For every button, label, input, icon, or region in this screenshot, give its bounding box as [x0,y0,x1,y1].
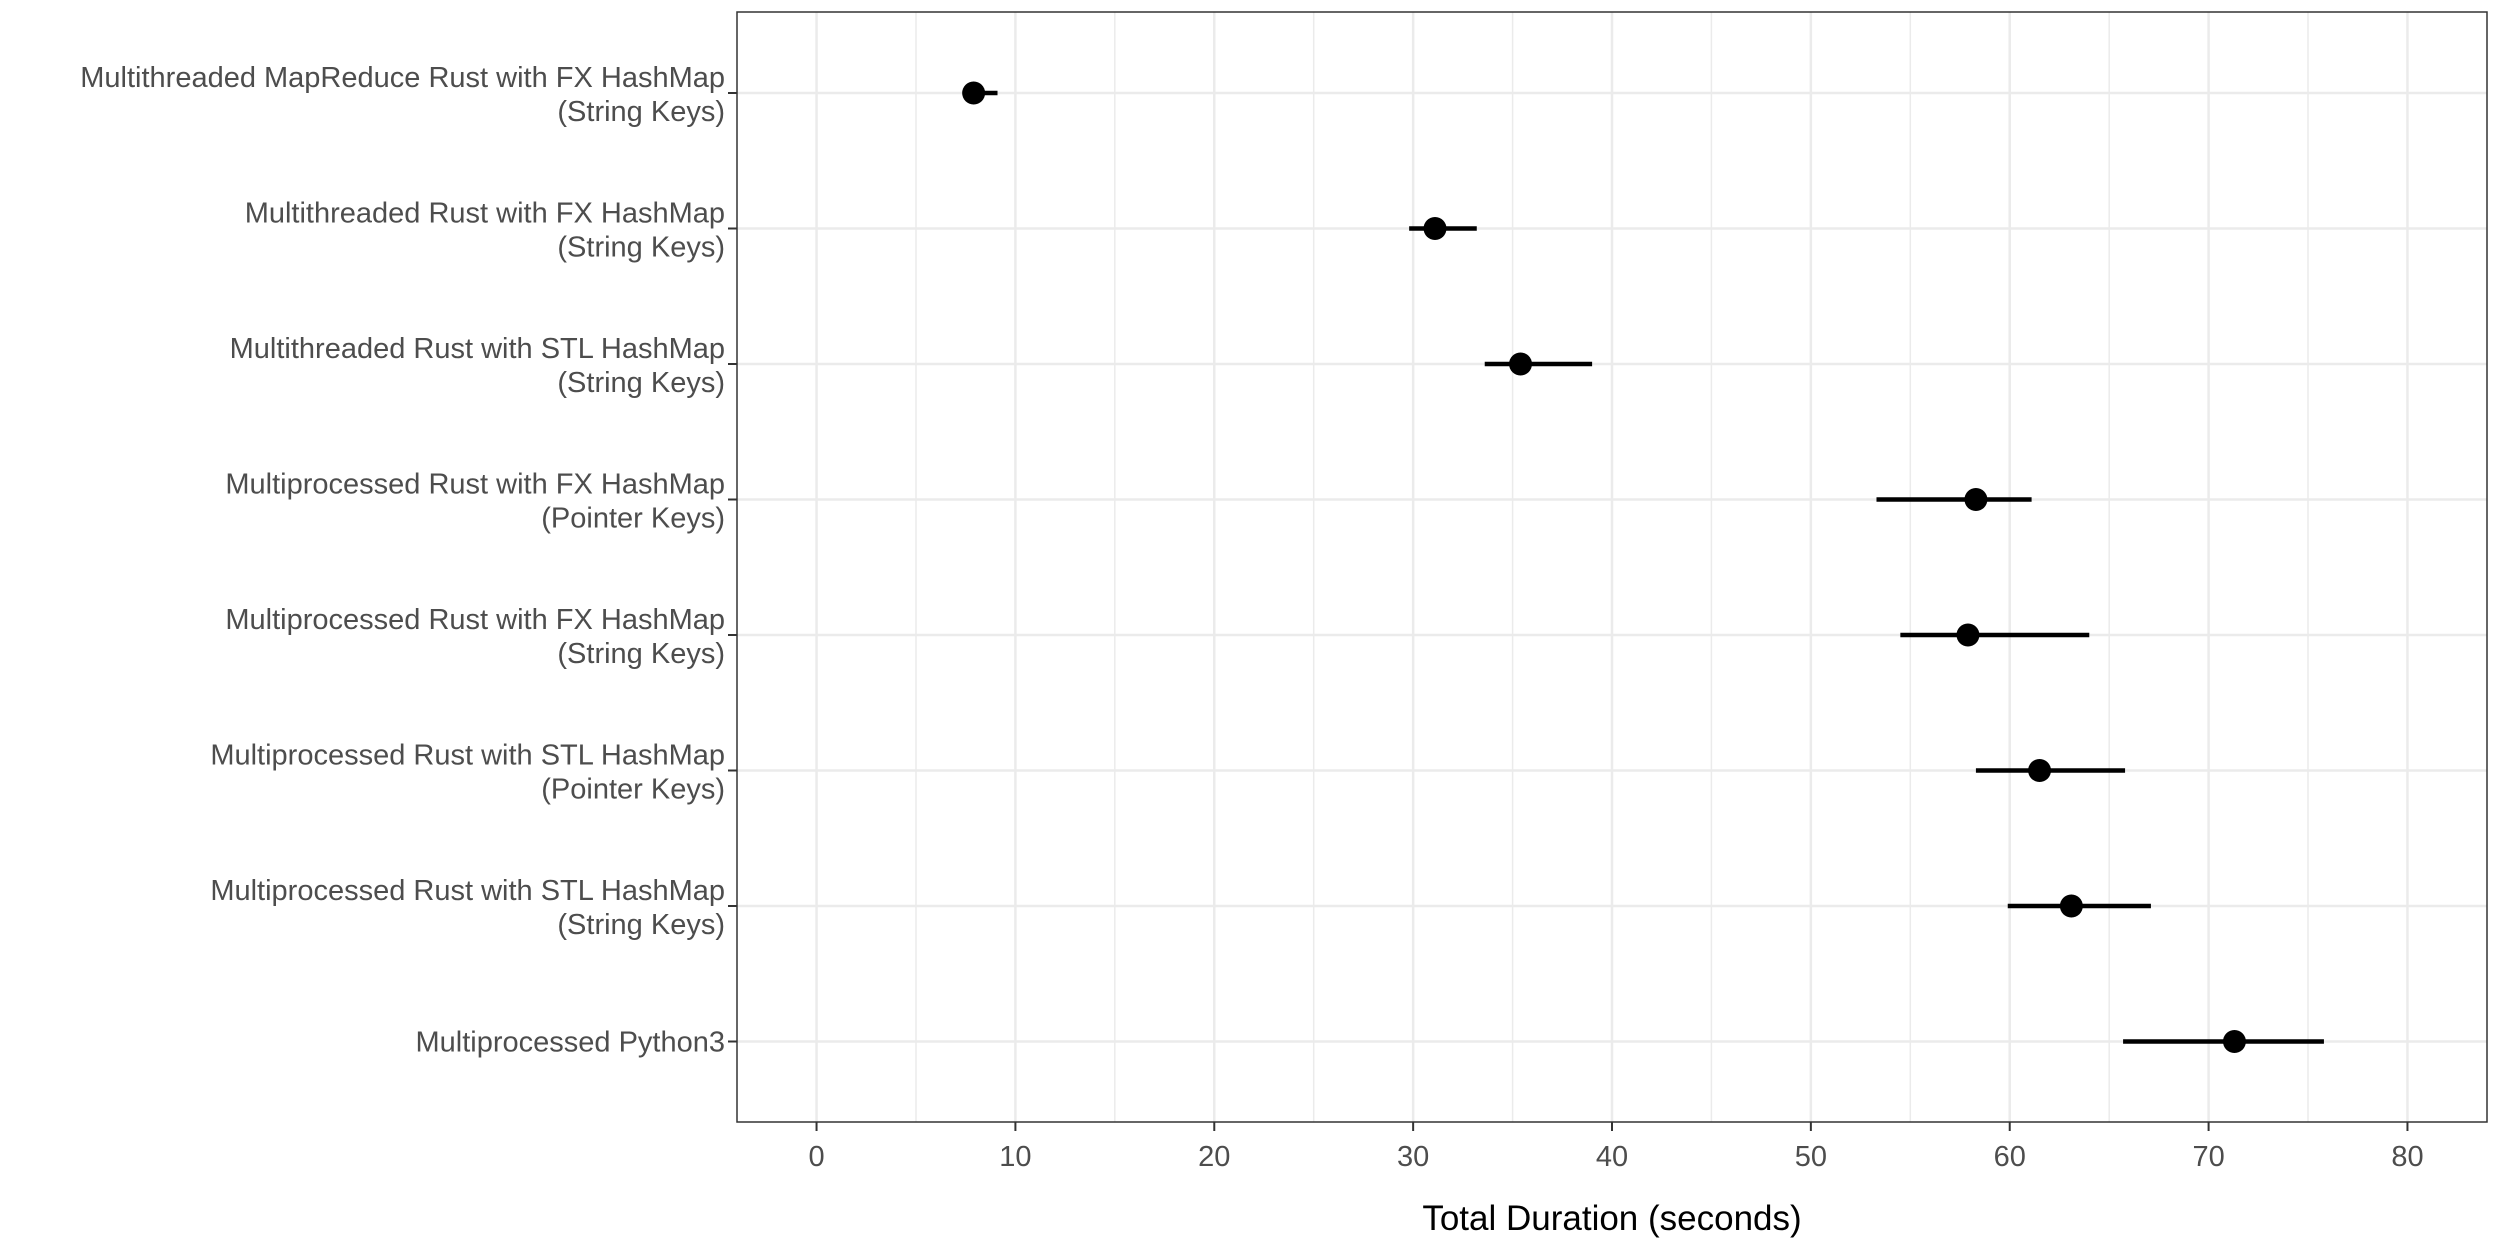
error-bars [967,90,2324,1044]
y-tick-label: Multiprocessed Rust with STL HashMap (Poi… [210,740,725,806]
minor-gridlines [915,12,2309,1122]
x-tick-label: 20 [1198,1141,1230,1173]
major-gridlines [737,12,2487,1122]
x-tick-label: 70 [2192,1141,2224,1173]
x-tick-label: 30 [1397,1141,1429,1173]
y-tick-label: Multiprocessed Rust with FX HashMap (Poin… [225,469,725,535]
data-point [1423,217,1447,240]
data-point [2222,1030,2246,1053]
y-tick-label: Multiprocessed Rust with STL HashMap (Str… [210,875,725,941]
y-tick-label: Multiprocessed Rust with FX HashMap (Stri… [225,604,725,670]
y-tick-label: Multiprocessed Python3 [416,1027,726,1059]
y-tick-label: Multithreaded Rust with FX HashMap (Strin… [245,198,725,264]
x-tick-label: 40 [1596,1141,1628,1173]
x-tick-label: 0 [808,1141,824,1173]
y-axis-tick-labels: Multithreaded MapReduce Rust with FX Has… [80,62,725,1059]
data-point [2028,759,2052,782]
x-axis-ticks [815,1122,2409,1131]
x-axis-title: Total Duration (seconds) [1422,1199,1801,1238]
data-point [962,81,986,105]
x-tick-label: 50 [1795,1141,1827,1173]
x-tick-label: 80 [2391,1141,2423,1173]
x-axis-tick-labels: 0 10 20 30 40 50 60 70 80 [808,1141,2423,1173]
y-axis-ticks [728,92,737,1043]
x-tick-label: 60 [1994,1141,2026,1173]
data-points [962,81,2246,1053]
data-point [1964,488,1988,511]
x-tick-label: 10 [999,1141,1031,1173]
y-tick-label: Multithreaded Rust with STL HashMap (Stri… [230,333,725,399]
y-tick-label: Multithreaded MapReduce Rust with FX Has… [80,62,725,128]
data-point [2059,894,2083,918]
data-point [1509,352,1533,376]
data-point [1956,623,1980,647]
